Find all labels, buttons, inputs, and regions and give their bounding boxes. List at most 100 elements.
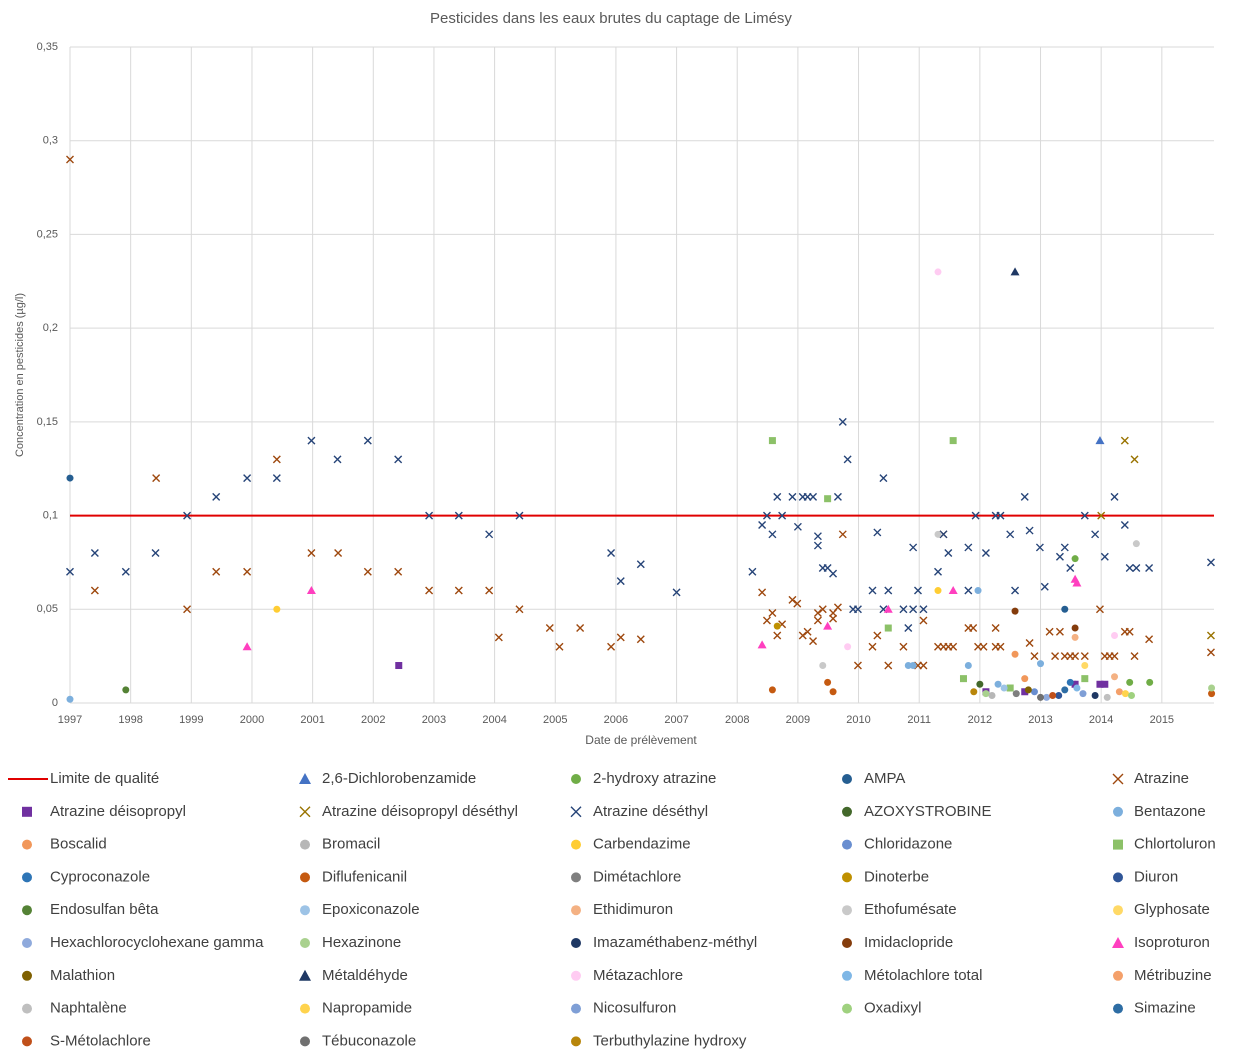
point <box>363 567 372 576</box>
point <box>576 624 585 633</box>
point <box>1132 540 1140 548</box>
point <box>803 627 812 636</box>
legend-marker <box>1113 1003 1123 1014</box>
point <box>494 633 503 642</box>
point <box>1130 455 1139 464</box>
point <box>824 495 832 503</box>
point <box>1071 652 1080 661</box>
point <box>395 662 403 670</box>
point <box>824 678 832 686</box>
legend-label: Métazachlore <box>593 967 683 984</box>
point <box>1006 684 1014 692</box>
point <box>1021 688 1029 696</box>
point <box>1206 558 1215 567</box>
point <box>243 567 252 576</box>
point <box>809 637 818 646</box>
point <box>934 268 942 276</box>
legend-marker <box>1113 872 1123 883</box>
point <box>1025 526 1034 535</box>
legend-marker <box>22 839 32 850</box>
legend-marker <box>570 806 582 818</box>
point <box>778 511 787 520</box>
point <box>1051 652 1060 661</box>
point <box>485 586 494 595</box>
point <box>768 530 777 539</box>
legend-label: Bentazone <box>1134 803 1206 820</box>
legend-marker <box>22 806 32 817</box>
point <box>1010 267 1020 276</box>
point <box>1071 555 1079 563</box>
legend-marker <box>571 938 581 948</box>
legend-label: Métribuzine <box>1134 967 1212 984</box>
legend-label: Ethidimuron <box>593 901 673 918</box>
point <box>949 437 957 445</box>
point <box>1080 652 1089 661</box>
point <box>798 631 807 640</box>
point <box>1103 693 1111 701</box>
point <box>242 642 252 651</box>
legend-marker <box>842 806 852 817</box>
point <box>394 567 403 576</box>
point <box>813 609 822 618</box>
legend-label: Oxadixyl <box>864 1000 922 1017</box>
point <box>1040 582 1049 591</box>
point <box>833 492 842 501</box>
point <box>616 633 625 642</box>
point <box>853 605 862 614</box>
point <box>1110 652 1119 661</box>
point <box>1208 690 1216 698</box>
point <box>1012 690 1020 698</box>
point <box>919 661 928 670</box>
point <box>1095 605 1104 614</box>
legend-label: Carbendazime <box>593 836 691 853</box>
legend-label: Imazaméthabenz-méthyl <box>593 934 757 951</box>
legend-marker <box>842 1003 852 1014</box>
point <box>974 587 982 595</box>
x-tick-label: 2003 <box>422 714 446 726</box>
point <box>1055 692 1063 700</box>
legend-label: Nicosulfuron <box>593 1000 676 1017</box>
legend-label: Glyphosate <box>1134 901 1210 918</box>
point <box>949 642 958 651</box>
y-axis-label: Concentration en pesticides (µg/l) <box>14 293 26 457</box>
point <box>1146 678 1154 686</box>
point <box>829 569 838 578</box>
point <box>90 549 99 558</box>
point <box>1096 680 1104 688</box>
y-tick-label: 0,3 <box>43 135 58 147</box>
point <box>1125 564 1134 573</box>
point <box>919 616 928 625</box>
point <box>768 609 777 618</box>
legend-marker <box>571 774 581 784</box>
point <box>819 662 827 670</box>
point <box>853 661 862 670</box>
point <box>844 643 852 651</box>
point <box>982 690 990 698</box>
point <box>1024 686 1032 694</box>
point <box>672 588 681 597</box>
point <box>1081 675 1089 683</box>
point <box>818 605 827 614</box>
point <box>1132 564 1141 573</box>
legend-label: Boscalid <box>50 836 107 853</box>
point <box>607 549 616 558</box>
point <box>1060 543 1069 552</box>
legend-label: Endosulfan bêta <box>50 901 159 918</box>
point <box>809 492 818 501</box>
legend-label: Tébuconazole <box>322 1032 416 1049</box>
y-tick-label: 0,1 <box>43 509 58 521</box>
point <box>1097 511 1106 520</box>
legend-marker <box>1112 773 1124 785</box>
point <box>884 586 893 595</box>
legend-marker <box>299 806 311 818</box>
chart-title: Pesticides dans les eaux brutes du capta… <box>430 10 792 27</box>
x-tick-label: 2013 <box>1028 714 1052 726</box>
point <box>307 436 316 445</box>
point <box>66 695 74 703</box>
point <box>1037 660 1045 668</box>
y-tick-label: 0,35 <box>37 41 58 53</box>
point <box>1208 684 1216 692</box>
point <box>636 635 645 644</box>
legend-marker <box>1112 937 1124 948</box>
legend-label: Atrazine <box>1134 770 1189 787</box>
